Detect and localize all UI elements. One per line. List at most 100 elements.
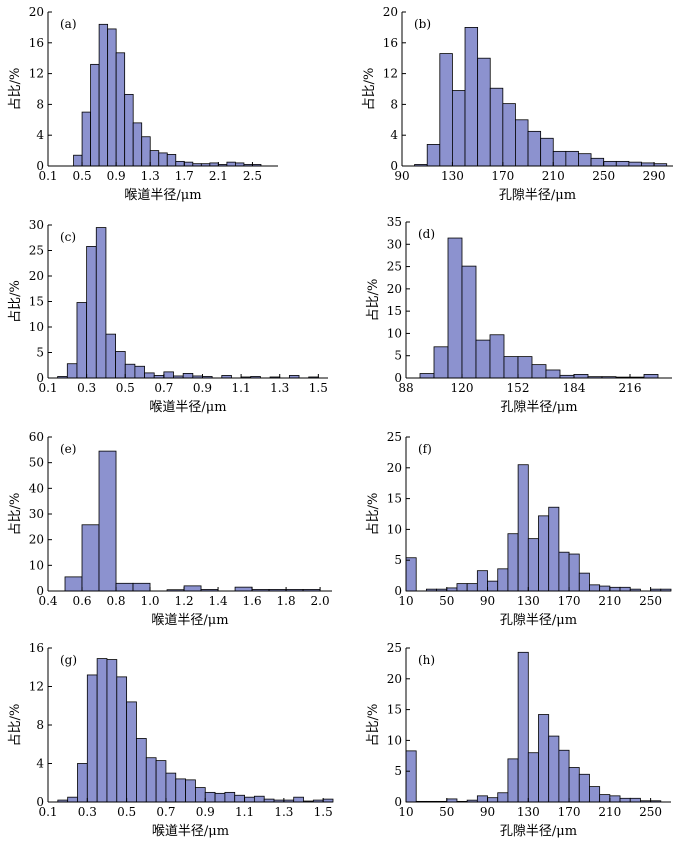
x-tick-label: 130 (517, 805, 540, 819)
y-tick-label: 20 (29, 533, 44, 547)
histogram-bar (540, 137, 554, 167)
y-tick-label: 4 (36, 757, 44, 771)
x-tick-label: 152 (507, 381, 530, 395)
histogram-bar (502, 103, 516, 167)
y-tick-label: 15 (387, 492, 402, 506)
histogram-bar (552, 150, 567, 167)
x-tick-label: 50 (439, 805, 454, 819)
histogram-bar (589, 786, 601, 803)
histogram-bar (619, 586, 631, 592)
y-tick-label: 0 (36, 371, 44, 385)
histogram-bar (115, 52, 126, 167)
y-tick-label: 0 (394, 371, 402, 385)
y-tick-label: 4 (390, 128, 398, 142)
histogram-bar (619, 797, 631, 803)
histogram-bar (628, 161, 642, 167)
histogram-bar (538, 714, 550, 803)
y-tick-label: 25 (387, 260, 402, 274)
y-tick-label: 20 (29, 269, 44, 283)
histogram-bar (175, 160, 185, 167)
x-tick-label: 170 (491, 169, 514, 183)
histogram-bar (145, 757, 157, 803)
x-tick-label: 2.1 (209, 169, 228, 183)
x-tick-label: 0.9 (193, 381, 212, 395)
y-tick-label: 20 (29, 5, 44, 19)
y-axis-title: 占比/% (366, 493, 381, 536)
x-axis-title: 孔隙半径/μm (499, 188, 576, 203)
x-tick-label: 0.3 (78, 805, 97, 819)
x-tick-label: 1.3 (141, 169, 160, 183)
histogram-bar (548, 506, 560, 592)
x-tick-label: 50 (439, 594, 454, 608)
y-tick-label: 30 (29, 507, 44, 521)
x-tick-label: 1.8 (277, 594, 296, 608)
x-tick-label: 0.5 (117, 805, 136, 819)
histogram-bar (527, 752, 539, 803)
histogram-bar (558, 749, 570, 803)
y-tick-label: 35 (387, 215, 402, 229)
histogram-bar (464, 26, 479, 167)
panel-label: (g) (60, 653, 77, 667)
y-tick-label: 5 (36, 346, 44, 360)
x-tick-label: 0.9 (196, 805, 215, 819)
histogram-bar (81, 524, 100, 592)
histogram-bar (476, 795, 488, 803)
histogram-bar (517, 356, 533, 379)
x-tick-label: 1.1 (235, 805, 254, 819)
x-tick-label: 0.1 (38, 805, 57, 819)
x-tick-label: 290 (643, 169, 666, 183)
y-axis-title: 占比/% (366, 279, 381, 322)
histogram-bar (578, 572, 590, 592)
x-axis-title: 孔隙半径/μm (500, 613, 577, 628)
y-tick-label: 15 (387, 304, 402, 318)
histogram-bar (578, 773, 590, 803)
y-tick-label: 12 (29, 67, 44, 81)
histogram-bar (149, 150, 160, 167)
y-tick-label: 30 (29, 218, 44, 232)
histogram-bar (545, 369, 561, 379)
histogram-bar (141, 136, 151, 167)
panel-label: (b) (414, 17, 431, 31)
panel-b: 90 130 170 210 250 290 0 4 8 12 16 20 (b) 孔隙半径/μm 占比/% (362, 5, 673, 203)
histogram-bar (405, 557, 417, 592)
x-tick-label: 90 (480, 805, 495, 819)
histogram-bar (155, 760, 167, 803)
x-axis-title: 喉道半径/μm (124, 188, 201, 203)
histogram-bar (105, 333, 116, 379)
x-tick-label: 170 (558, 594, 581, 608)
y-tick-label: 10 (387, 522, 402, 536)
histogram-bar (86, 674, 98, 803)
histogram-bar (489, 87, 504, 167)
x-tick-label: 1.6 (243, 594, 262, 608)
panel-f: 10 50 90 130 170 210 250 0 5 10 15 20 25 (f) 孔隙半径/μm 占比… (366, 430, 672, 628)
histogram-bar (115, 582, 134, 592)
x-tick-label: 184 (563, 381, 586, 395)
histogram-bar (136, 738, 147, 803)
x-axis-title: 喉道半径/μm (149, 400, 226, 415)
histogram-bar (439, 53, 453, 167)
histogram-bar (507, 758, 519, 803)
histogram-bar (643, 374, 659, 379)
histogram-bar (226, 161, 236, 167)
histogram-bar (426, 144, 441, 167)
y-tick-label: 12 (29, 680, 44, 694)
histogram-bar (466, 583, 478, 592)
histogram-bar (234, 586, 253, 592)
panel-label: (c) (60, 230, 76, 244)
panel-label: (f) (418, 442, 432, 456)
x-tick-label: 250 (639, 594, 662, 608)
panel-label: (d) (418, 227, 435, 241)
x-axis-title: 喉道半径/μm (151, 613, 228, 628)
histogram-bar (476, 570, 488, 592)
histogram-bar (234, 794, 245, 803)
y-tick-label: 16 (383, 36, 398, 50)
histogram-bar (565, 150, 579, 167)
y-tick-label: 10 (387, 326, 402, 340)
x-tick-label: 1.4 (209, 594, 228, 608)
panel-g: 0.1 0.3 0.5 0.7 0.9 1.1 1.3 1.5 0 4 8 12 16 (g) 喉道半径/μ… (8, 641, 334, 839)
histogram-bar (98, 450, 117, 592)
histogram-bar (67, 796, 78, 803)
y-tick-label: 16 (29, 641, 44, 655)
x-tick-label: 90 (394, 169, 409, 183)
histogram-bar (503, 356, 519, 379)
